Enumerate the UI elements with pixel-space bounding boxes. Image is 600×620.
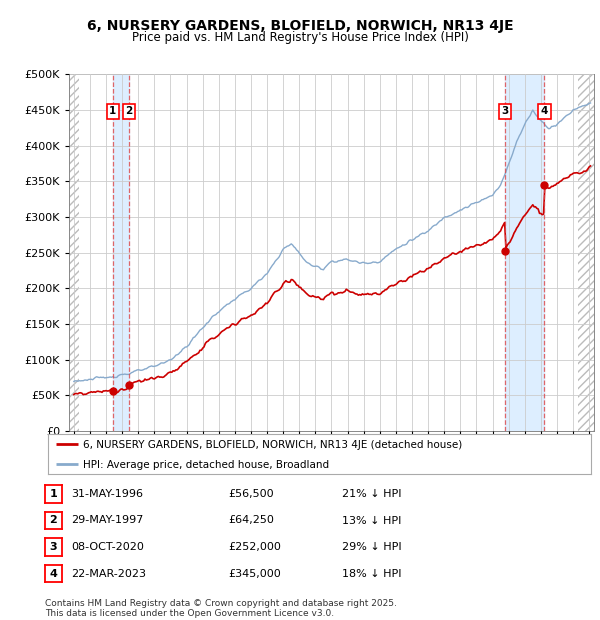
Text: 3: 3 [50,542,57,552]
Text: Price paid vs. HM Land Registry's House Price Index (HPI): Price paid vs. HM Land Registry's House … [131,31,469,44]
Text: 1: 1 [109,107,116,117]
Text: 13% ↓ HPI: 13% ↓ HPI [342,515,401,526]
Text: 31-MAY-1996: 31-MAY-1996 [71,489,143,499]
Text: Contains HM Land Registry data © Crown copyright and database right 2025.
This d: Contains HM Land Registry data © Crown c… [45,599,397,618]
Polygon shape [578,74,594,431]
Polygon shape [69,74,79,431]
Text: 2: 2 [125,107,133,117]
Bar [113,74,129,431]
Text: 1: 1 [50,489,57,499]
Text: 21% ↓ HPI: 21% ↓ HPI [342,489,401,499]
Text: 22-MAR-2023: 22-MAR-2023 [71,569,146,579]
Text: £56,500: £56,500 [228,489,274,499]
Bar [505,74,544,431]
Text: 2: 2 [50,515,57,526]
Text: 3: 3 [502,107,509,117]
Text: 29% ↓ HPI: 29% ↓ HPI [342,542,401,552]
Text: 6, NURSERY GARDENS, BLOFIELD, NORWICH, NR13 4JE: 6, NURSERY GARDENS, BLOFIELD, NORWICH, N… [86,19,514,33]
Text: 4: 4 [49,569,58,579]
Text: £64,250: £64,250 [228,515,274,526]
Text: 08-OCT-2020: 08-OCT-2020 [71,542,143,552]
Text: HPI: Average price, detached house, Broadland: HPI: Average price, detached house, Broa… [83,460,329,470]
Text: 4: 4 [541,107,548,117]
Text: 6, NURSERY GARDENS, BLOFIELD, NORWICH, NR13 4JE (detached house): 6, NURSERY GARDENS, BLOFIELD, NORWICH, N… [83,440,463,450]
Text: 29-MAY-1997: 29-MAY-1997 [71,515,143,526]
Text: £252,000: £252,000 [228,542,281,552]
Text: 18% ↓ HPI: 18% ↓ HPI [342,569,401,579]
Text: £345,000: £345,000 [228,569,281,579]
